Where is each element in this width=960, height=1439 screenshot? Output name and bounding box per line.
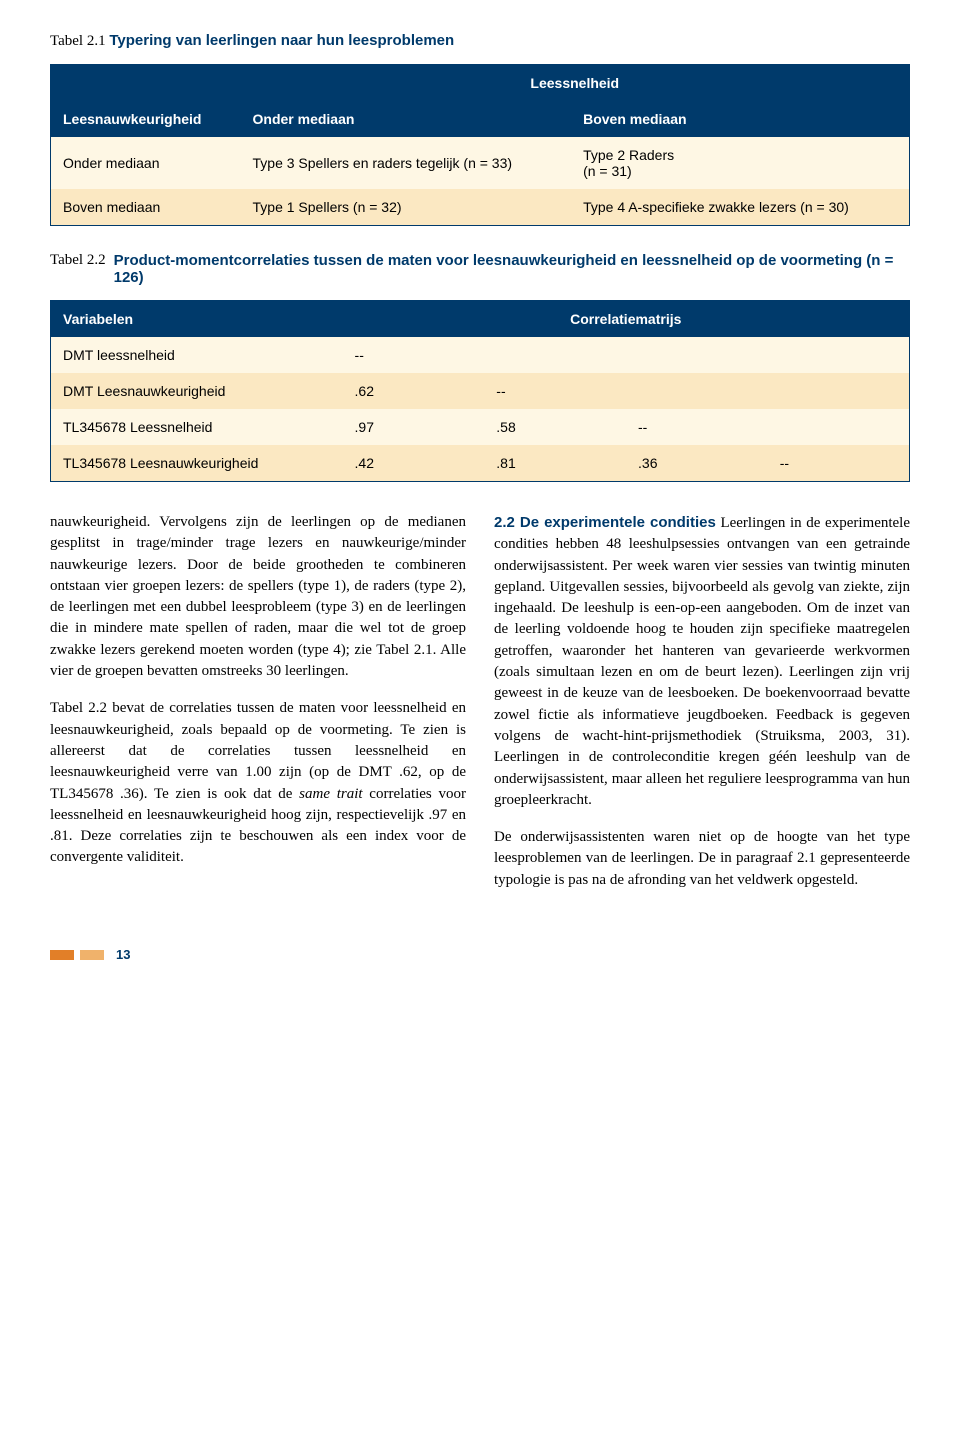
right-p1-text: Leerlingen in de experimentele condities…	[494, 515, 910, 808]
cell: .58	[484, 409, 626, 445]
left-p2: Tabel 2.2 bevat de correlaties tussen de…	[50, 698, 466, 868]
body-columns: nauwkeurigheid. Vervolgens zijn de leerl…	[50, 512, 910, 907]
cell: --	[484, 373, 626, 409]
table-row: Onder mediaan Type 3 Spellers en raders …	[51, 137, 910, 189]
left-column: nauwkeurigheid. Vervolgens zijn de leerl…	[50, 512, 466, 907]
page-number: 13	[116, 947, 130, 962]
table2-caption: Tabel 2.2 Product-momentcorrelaties tuss…	[50, 252, 910, 286]
table1-super-empty	[51, 65, 241, 102]
table2-caption-label: Tabel 2.2	[50, 252, 106, 286]
right-p2: De onderwijsassistenten waren niet op de…	[494, 827, 910, 891]
table1-caption-title: Typering van leerlingen naar hun leespro…	[109, 32, 454, 49]
table-row: DMT leessnelheid --	[51, 337, 910, 373]
table-row: DMT Leesnauwkeurigheid .62 --	[51, 373, 910, 409]
cell	[768, 337, 910, 373]
cell	[768, 373, 910, 409]
right-column: 2.2 De experimentele condities Leerlinge…	[494, 512, 910, 907]
table1-super-header: Leessnelheid	[241, 65, 910, 102]
cell: .42	[343, 445, 485, 482]
cell	[626, 337, 768, 373]
cell: --	[626, 409, 768, 445]
cell: .62	[343, 373, 485, 409]
footer-block-2	[80, 950, 104, 960]
table1-caption: Tabel 2.1 Typering van leerlingen naar h…	[50, 32, 910, 50]
table-row: Boven mediaan Type 1 Spellers (n = 32) T…	[51, 189, 910, 226]
cell: TL345678 Leesnauwkeurigheid	[51, 445, 343, 482]
left-p1: nauwkeurigheid. Vervolgens zijn de leerl…	[50, 512, 466, 682]
right-p1: 2.2 De experimentele condities Leerlinge…	[494, 512, 910, 811]
cell: Type 4 A-specifieke zwakke lezers (n = 3…	[571, 189, 909, 226]
table1-col0: Leesnauwkeurigheid	[51, 101, 241, 137]
cell	[484, 337, 626, 373]
footer-block-1	[50, 950, 74, 960]
cell: Onder mediaan	[51, 137, 241, 189]
cell: DMT Leesnauwkeurigheid	[51, 373, 343, 409]
table2-matrix-header: Correlatiematrijs	[343, 301, 910, 338]
table1-caption-label: Tabel 2.1	[50, 33, 106, 49]
table1-col2: Boven mediaan	[571, 101, 909, 137]
table1-col1: Onder mediaan	[241, 101, 572, 137]
cell: Type 1 Spellers (n = 32)	[241, 189, 572, 226]
cell	[626, 373, 768, 409]
table2-caption-title: Product-momentcorrelaties tussen de mate…	[114, 252, 910, 286]
cell: --	[343, 337, 485, 373]
cell: .97	[343, 409, 485, 445]
table2: Variabelen Correlatiematrijs DMT leessne…	[50, 300, 910, 482]
cell: Type 3 Spellers en raders tegelijk (n = …	[241, 137, 572, 189]
table-row: TL345678 Leessnelheid .97 .58 --	[51, 409, 910, 445]
page-footer: 13	[50, 947, 910, 962]
cell	[768, 409, 910, 445]
cell: DMT leessnelheid	[51, 337, 343, 373]
cell: Type 2 Raders (n = 31)	[571, 137, 909, 189]
cell: TL345678 Leessnelheid	[51, 409, 343, 445]
table1: Leessnelheid Leesnauwkeurigheid Onder me…	[50, 64, 910, 226]
table-row: TL345678 Leesnauwkeurigheid .42 .81 .36 …	[51, 445, 910, 482]
cell: .36	[626, 445, 768, 482]
left-p2-italic: same trait	[299, 786, 362, 802]
cell: Boven mediaan	[51, 189, 241, 226]
cell: --	[768, 445, 910, 482]
cell: .81	[484, 445, 626, 482]
section-heading: 2.2 De experimentele condities	[494, 514, 716, 531]
table2-var-header: Variabelen	[51, 301, 343, 338]
